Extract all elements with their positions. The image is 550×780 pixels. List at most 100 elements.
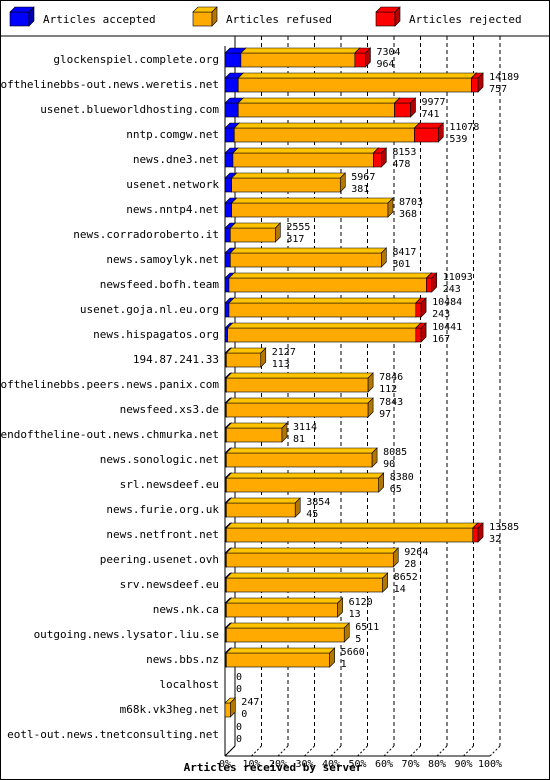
count-label-1: 13585 [489,522,519,533]
bar-refused [229,222,282,243]
server-label: news.hispagatos.org [93,328,219,341]
server-label: news.sonologic.net [100,453,219,466]
count-label-1: 11093 [443,272,473,283]
bar-refused [225,472,385,493]
count-label-2: 45 [306,509,318,520]
count-label-2: 0 [236,734,242,745]
count-label-1: 6511 [355,622,379,633]
x-tick-label: 30% [295,759,313,770]
bar-rejected [415,297,427,318]
count-label-1: 8085 [383,447,407,458]
server-label: eotl-out.news.tnetconsulting.net [7,728,219,741]
legend-label-1: Articles refused [226,13,332,26]
legend-label-0: Articles accepted [43,13,156,26]
server-label: srl.newsdeef.eu [120,478,219,491]
count-label-1: 10484 [432,297,462,308]
count-label-1: 8652 [394,572,418,583]
count-label-2: 28 [404,559,416,570]
count-label-1: 7843 [379,397,403,408]
count-label-1: 14189 [489,72,519,83]
server-label: endoftheline-out.news.chmurka.net [0,428,219,441]
server-label: news.furie.org.uk [106,503,219,516]
x-tick-label: 50% [348,759,366,770]
bar-rejected [470,72,484,93]
bar-refused [225,447,378,468]
server-label: newsfeed.xs3.de [120,403,219,416]
bar-refused [228,297,422,318]
x-tick-label: 40% [322,759,340,770]
bar-refused [226,322,422,343]
server-label: nntp.comgw.net [126,128,219,141]
count-label-2: 97 [379,409,391,420]
server-label: srv.newsdeef.eu [120,578,219,591]
x-tick-label: 80% [428,759,446,770]
count-label-1: 8380 [390,472,414,483]
count-label-2: 243 [432,309,450,320]
x-axis-depth-line [224,745,236,757]
count-label-2: 13 [349,609,361,620]
count-label-1: 5660 [341,647,365,658]
count-label-2: 0 [241,709,247,720]
server-label: 194.87.241.33 [133,353,219,366]
server-label: m68k.vk3heg.net [120,703,219,716]
count-label-2: 741 [422,109,440,120]
bar-refused [225,647,336,668]
count-label-2: 32 [489,534,501,545]
bar-refused [230,172,346,193]
bar-refused [225,522,479,543]
count-label-2: 317 [286,234,304,245]
count-label-1: 247 [241,697,259,708]
count-label-1: 0 [236,722,242,733]
count-label-2: 539 [449,134,467,145]
bar-refused [229,247,388,268]
count-label-1: 11078 [449,122,479,133]
bar-refused [228,272,433,293]
server-label: glockenspiel.complete.org [53,53,219,66]
server-label: endofthelinebbs.peers.news.panix.com [0,378,219,391]
legend: Articles accepted Articles refused Article… [0,6,550,37]
count-label-2: 478 [392,159,410,170]
count-label-2: 0 [236,684,242,695]
bar-refused [225,397,374,418]
x-tick-label: 100% [478,759,502,770]
count-label-1: 3854 [306,497,330,508]
bar-rejected [354,47,372,68]
bar-refused [233,122,421,143]
legend-label-2: Articles rejected [409,13,522,26]
x-tick-label: 90% [454,759,472,770]
server-label: usenet.network [126,178,219,191]
count-label-2: 65 [390,484,402,495]
bar-rejected [372,147,388,168]
count-label-2: 113 [272,359,290,370]
count-label-2: 243 [443,284,461,295]
count-label-1: 7846 [379,372,403,383]
bar-refused [225,497,301,518]
server-label: usenet.goja.nl.eu.org [80,303,219,316]
legend-swatch-0 [9,6,35,27]
count-label-2: 81 [293,434,305,445]
server-label: localhost [159,678,219,691]
x-tick-label: 60% [375,759,393,770]
count-label-2: 112 [379,384,397,395]
server-label: usenet.blueworldhosting.com [40,103,219,116]
bar-refused [225,372,374,393]
count-label-1: 3114 [293,422,317,433]
bar-refused [237,72,478,93]
bar-refused [225,572,389,593]
count-label-1: 8153 [392,147,416,158]
server-label: news.samoylyk.net [106,253,219,266]
count-label-2: 301 [392,259,410,270]
count-label-1: 5967 [351,172,375,183]
server-labels: glockenspiel.complete.org endofthelinebbs… [0,53,219,741]
server-label: news.bbs.nz [146,653,219,666]
count-label-2: 381 [351,184,369,195]
server-label: endofthelinebbs-out.news.weretis.net [0,78,219,91]
count-label-1: 2555 [286,222,310,233]
bar-rejected [472,522,484,543]
bar-rejected [393,97,417,118]
count-label-2: 1 [341,659,347,670]
bar-rejected [425,272,438,293]
count-label-1: 8703 [399,197,423,208]
